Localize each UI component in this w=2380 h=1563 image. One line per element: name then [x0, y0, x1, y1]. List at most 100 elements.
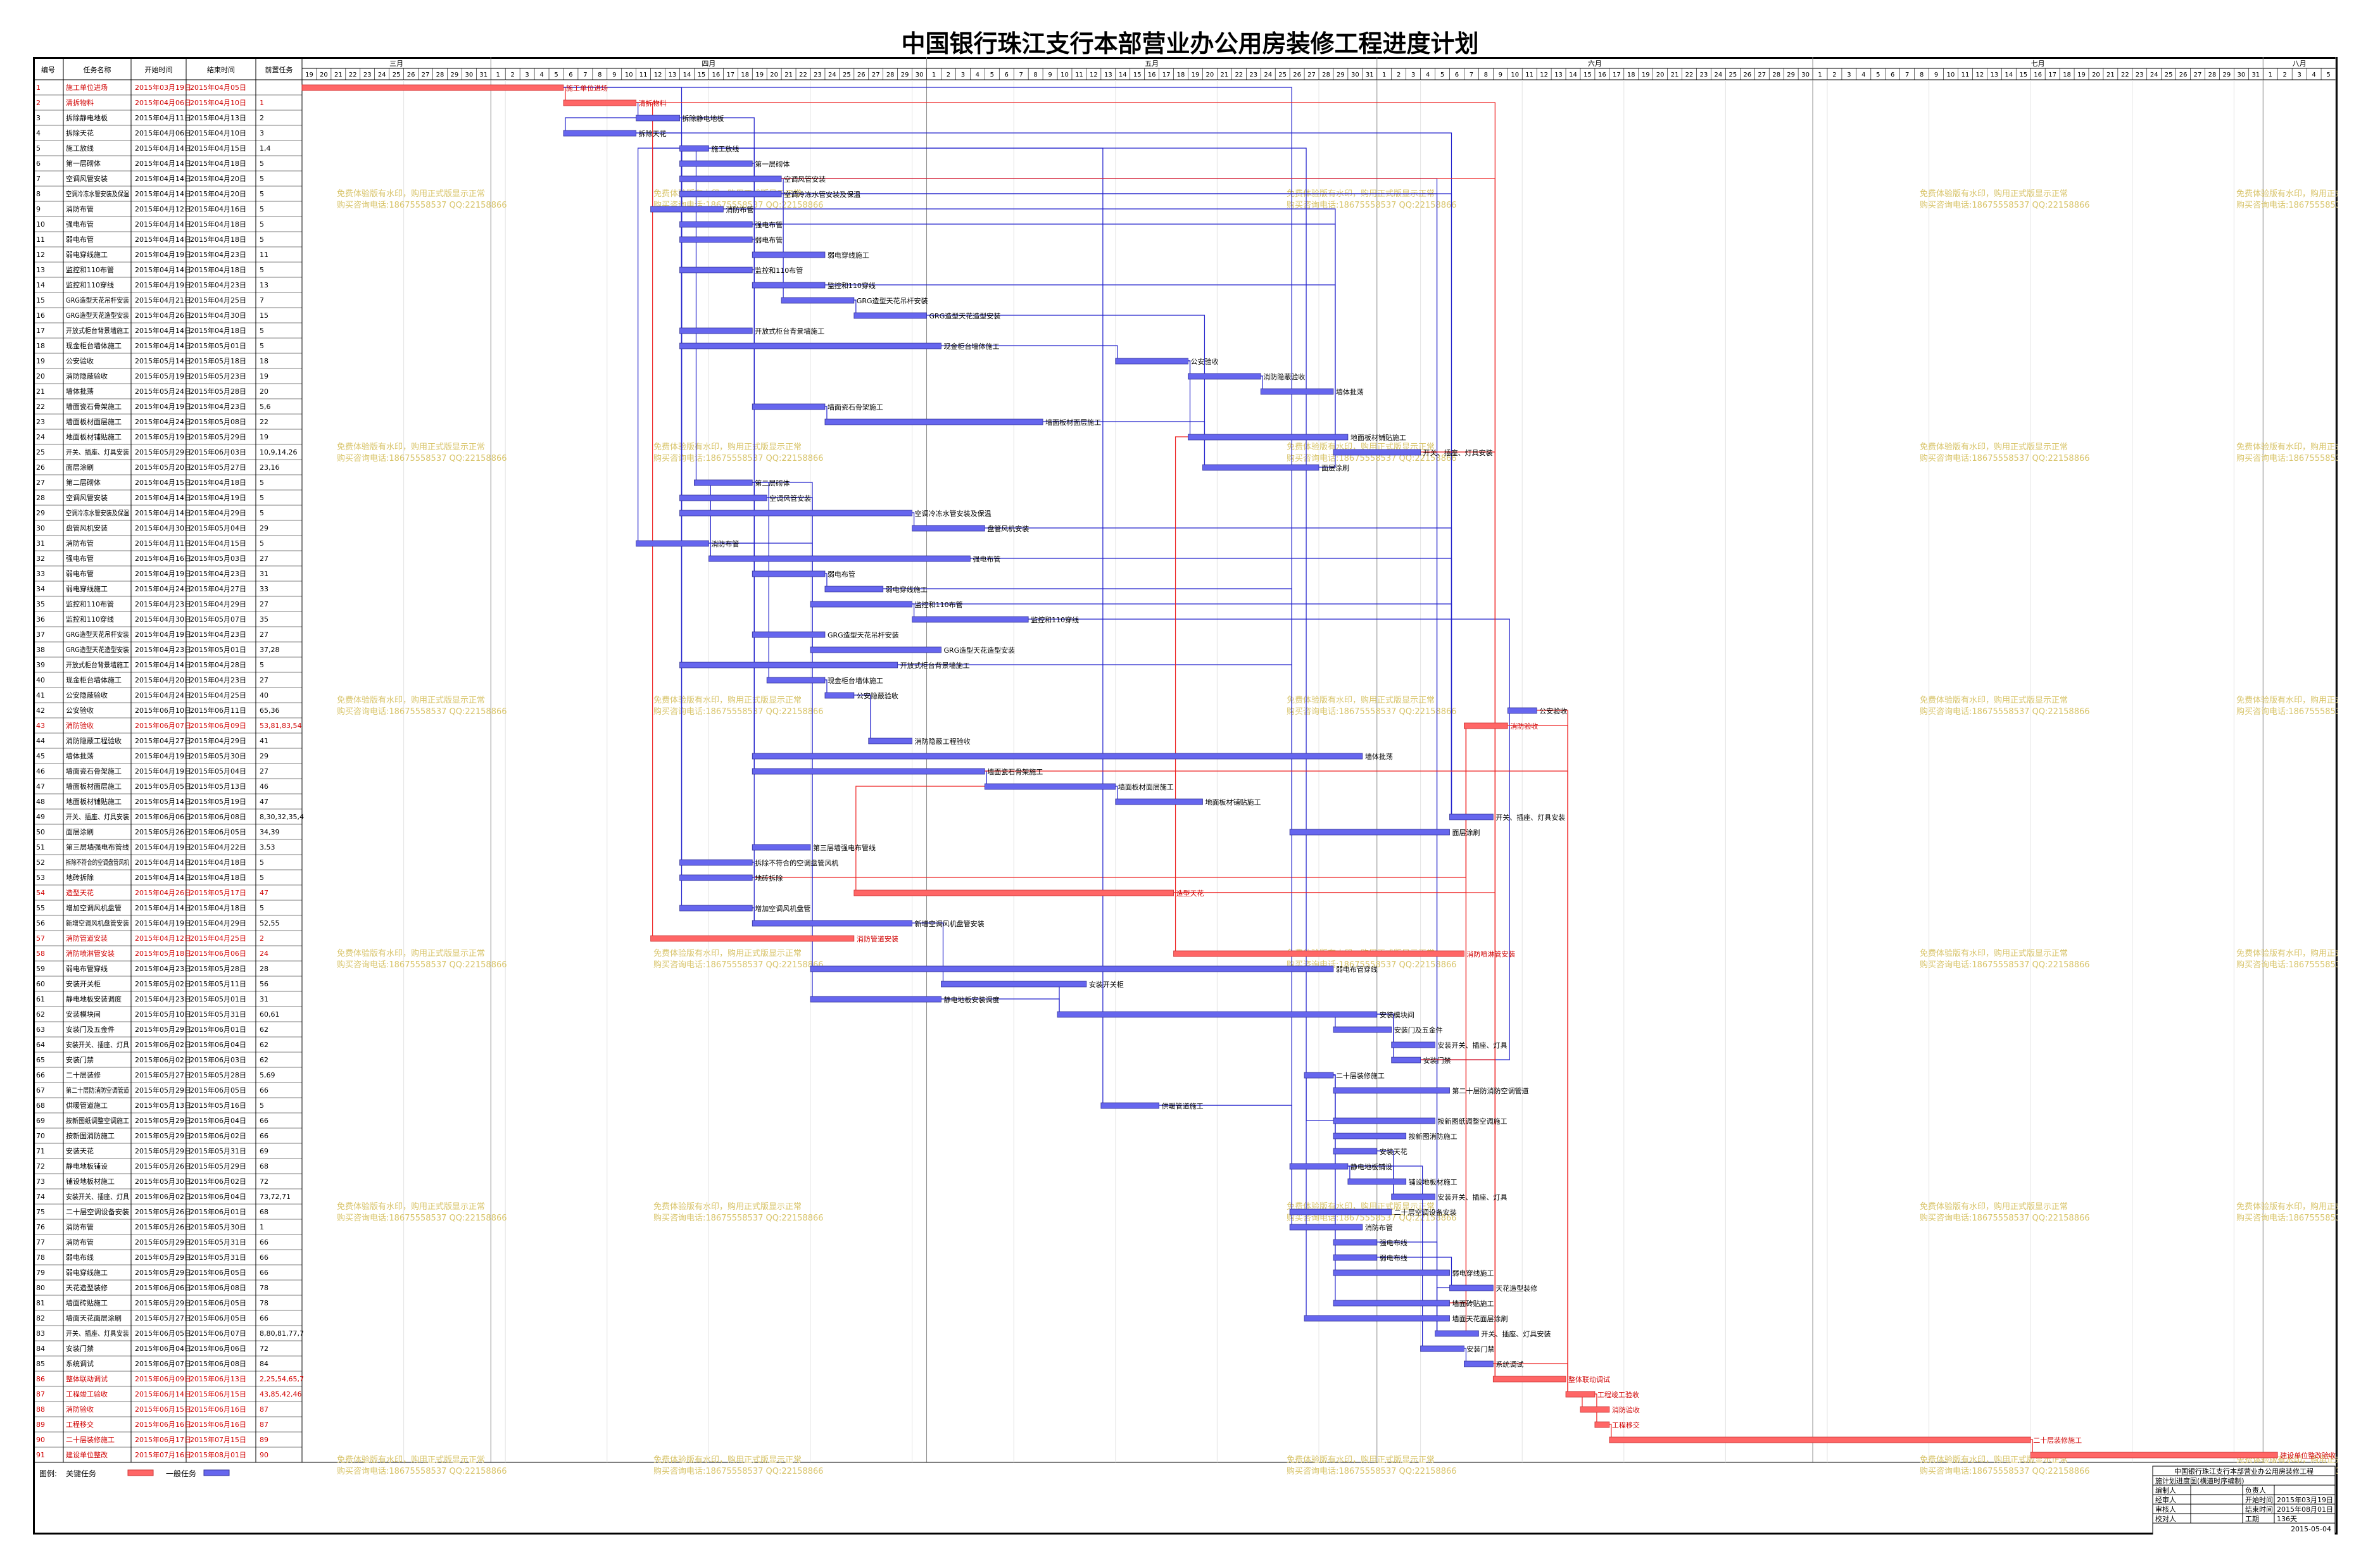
page-title: 中国银行珠江支行本部营业办公用房装修工程进度计划 — [901, 29, 1479, 58]
task-pred: 62 — [260, 1026, 268, 1034]
task-bar — [679, 510, 913, 517]
task-bar — [1333, 1239, 1378, 1246]
task-name: 开关、插座、灯具安装 — [66, 1329, 129, 1338]
task-id: 11 — [36, 235, 45, 244]
task-pred: 7 — [260, 296, 264, 304]
task-name: 系统调试 — [66, 1360, 94, 1368]
task-start: 2015年04月19日 — [135, 919, 191, 927]
task-start: 2015年06月10日 — [135, 706, 191, 715]
task-pred: 5,6 — [260, 403, 271, 411]
task-bar — [912, 616, 1029, 623]
dependency-link — [1537, 710, 1568, 1394]
task-pred: 73,72,71 — [260, 1193, 291, 1201]
day-label: 8 — [1920, 72, 1924, 78]
dependency-link — [681, 148, 709, 862]
task-bar-label: 强电布线 — [1380, 1238, 1407, 1247]
task-name: 弱电穿线施工 — [66, 584, 108, 593]
task-bar — [810, 646, 941, 653]
task-name: 安装开关、插座、灯具 — [66, 1040, 129, 1049]
task-pred: 5 — [260, 479, 264, 487]
day-label: 11 — [639, 72, 648, 78]
task-name: 安装开关、插座、灯具 — [66, 1192, 129, 1201]
task-pred: 13 — [260, 281, 268, 289]
task-start: 2015年05月14日 — [135, 356, 191, 365]
task-end: 2015年05月29日 — [190, 432, 246, 441]
day-label: 14 — [2005, 72, 2013, 78]
task-start: 2015年04月14日 — [135, 265, 191, 274]
task-id: 73 — [36, 1177, 45, 1186]
dependency-link — [681, 148, 709, 194]
task-end: 2015年05月04日 — [190, 767, 246, 775]
day-label: 26 — [2179, 72, 2188, 78]
task-name: 消防隐蔽工程验收 — [66, 736, 122, 745]
task-bar-label: 公安隐蔽验收 — [857, 691, 898, 700]
task-id: 19 — [36, 357, 45, 365]
task-bar — [1333, 1300, 1450, 1307]
task-start: 2015年04月30日 — [135, 524, 191, 532]
task-end: 2015年04月20日 — [190, 174, 246, 183]
dependency-link — [636, 102, 653, 938]
task-bar — [1202, 464, 1319, 471]
task-name: 公安验收 — [66, 356, 94, 365]
watermark-text: 购买咨询电话:18675558537 QQ:22158866 — [337, 1213, 507, 1223]
task-bar-label: 工程竣工验收 — [1597, 1390, 1639, 1399]
task-pred: 3,53 — [260, 843, 275, 851]
day-label: 16 — [1148, 72, 1156, 78]
task-name: 安装门及五金件 — [66, 1025, 115, 1034]
day-label: 28 — [886, 72, 895, 78]
task-bar-label: GRG造型天花造型安装 — [929, 311, 1001, 320]
task-end: 2015年05月29日 — [190, 1162, 246, 1171]
task-id: 81 — [36, 1299, 45, 1307]
task-end: 2015年05月08日 — [190, 417, 246, 426]
task-id: 16 — [36, 311, 45, 320]
task-bar — [1391, 1193, 1435, 1200]
task-bar — [1115, 358, 1188, 365]
day-label: 4 — [539, 72, 543, 78]
task-bar — [824, 418, 1043, 425]
task-end: 2015年04月18日 — [190, 220, 246, 229]
watermark-text: 购买咨询电话:18675558537 QQ:22158866 — [337, 1466, 507, 1476]
task-end: 2015年06月01日 — [190, 1025, 246, 1034]
task-bar — [941, 981, 1087, 988]
task-bar — [1188, 373, 1261, 380]
task-end: 2015年08月01日 — [190, 1450, 246, 1459]
watermark-text: 购买咨询电话:18675558537 QQ:22158866 — [1920, 453, 2090, 463]
day-label: 20 — [1656, 72, 1665, 78]
task-pred: 27 — [260, 555, 268, 563]
task-bar-label: 安装模块间 — [1380, 1010, 1414, 1019]
day-label: 22 — [349, 72, 357, 78]
day-label: 29 — [901, 72, 909, 78]
critical-task-bar — [853, 889, 1174, 896]
column-header: 任务名称 — [84, 65, 111, 74]
task-id: 82 — [36, 1314, 45, 1322]
day-label: 9 — [1499, 72, 1502, 78]
task-start: 2015年04月19日 — [135, 280, 191, 289]
task-end: 2015年04月25日 — [190, 296, 246, 304]
task-end: 2015年05月18日 — [190, 356, 246, 365]
task-pred: 69 — [260, 1147, 268, 1155]
task-end: 2015年04月18日 — [190, 858, 246, 867]
task-id: 67 — [36, 1086, 45, 1095]
watermark-text: 免费体验版有水印，购用正式版显示正常 — [2236, 442, 2338, 452]
task-end: 2015年06月06日 — [190, 949, 246, 958]
task-start: 2015年04月21日 — [135, 296, 191, 304]
task-bar — [1115, 798, 1203, 805]
watermark-text: 购买咨询电话:18675558537 QQ:22158866 — [2236, 200, 2338, 210]
dependency-link — [1188, 360, 1191, 437]
month-label: 八月 — [2293, 60, 2307, 68]
dependency-link — [824, 406, 828, 422]
dependency-link — [1159, 1105, 1292, 1166]
task-id: 49 — [36, 813, 45, 821]
dependency-link — [1319, 452, 1336, 468]
watermark-text: 免费体验版有水印，购用正式版显示正常 — [2236, 948, 2338, 958]
task-id: 4 — [36, 129, 41, 137]
task-end: 2015年06月08日 — [190, 1359, 246, 1368]
task-id: 72 — [36, 1162, 45, 1171]
task-bar — [679, 494, 767, 501]
task-end: 2015年04月23日 — [190, 569, 246, 578]
task-name: 新增空调风机盘管安装 — [66, 919, 129, 927]
dependency-link — [1376, 1257, 1452, 1288]
task-pred: 27 — [260, 676, 268, 684]
day-label: 15 — [1584, 72, 1592, 78]
